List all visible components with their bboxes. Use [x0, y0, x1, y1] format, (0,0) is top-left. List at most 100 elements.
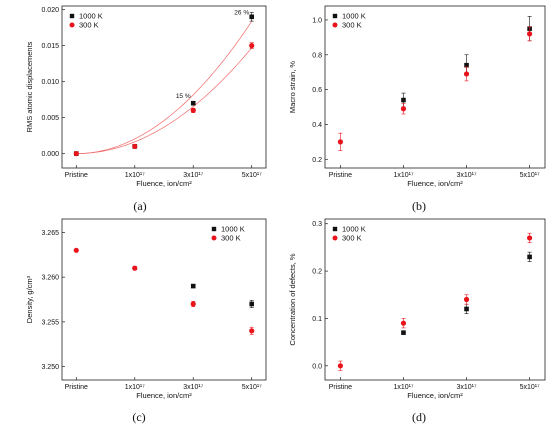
- data-point-300k: [249, 43, 255, 49]
- plot-frame: [324, 5, 546, 169]
- y-tick-label: 0.1: [312, 316, 322, 323]
- data-point-1000k: [190, 283, 196, 289]
- y-tick-label: 0.000: [41, 151, 59, 158]
- x-tick-label: 1x10¹⁷: [125, 384, 146, 391]
- x-tick-label: 3x10¹⁷: [457, 172, 478, 179]
- data-point-300k: [337, 139, 343, 145]
- y-tick-label: 1.0: [312, 17, 322, 24]
- panel-label: (c): [132, 410, 145, 424]
- data-point-300k: [132, 143, 138, 149]
- legend-marker-1000k: [332, 226, 338, 232]
- data-point-1000k: [401, 97, 406, 103]
- annotation-label: 15 %: [176, 93, 191, 100]
- panel-b: 0.2 0.4 0.6 0.8 1.0 Pristine 1x10¹⁷ 3x10¹⁷ 5x10¹…: [288, 5, 546, 213]
- data-point-300k: [463, 296, 470, 303]
- y-tick-label: 3.255: [41, 319, 59, 326]
- legend-marker-300k: [69, 22, 75, 28]
- legend-entry: 300 K: [342, 21, 362, 30]
- data-point-1000k: [249, 14, 255, 20]
- x-tick-label: 5x10¹⁷: [520, 172, 541, 179]
- y-axis-label: Density, g/cm³: [25, 275, 34, 323]
- data-point-300k: [400, 106, 407, 112]
- x-tick-label: 1x10¹⁷: [393, 172, 414, 179]
- x-axis-label: Fluence, ion/cm²: [136, 179, 192, 188]
- legend-marker-300k: [332, 22, 338, 28]
- y-tick-label: 0.4: [312, 122, 322, 129]
- y-axis-label: RMS atomic displacements: [25, 41, 34, 132]
- data-point-1000k: [527, 254, 532, 260]
- panel-a: 0.000 0.005 0.010 0.015 0.020 Pristine 1x10¹⁷ 3…: [25, 5, 267, 213]
- y-tick-label: 0.0: [312, 363, 322, 370]
- y-tick-label: 3.265: [41, 230, 59, 237]
- data-point-300k: [190, 107, 196, 113]
- x-tick-label: 3x10¹⁷: [183, 172, 204, 179]
- legend-entry: 1000 K: [342, 12, 366, 21]
- plot-frame: [61, 218, 267, 381]
- data-point-1000k: [190, 100, 196, 106]
- y-tick-label: 0.2: [312, 157, 322, 164]
- x-axis-label: Fluence, ion/cm²: [407, 391, 463, 400]
- data-point-300k: [400, 320, 407, 326]
- x-tick-label: 3x10¹⁷: [183, 384, 204, 391]
- y-axis-label: Macro strain, %: [288, 61, 297, 113]
- x-tick-label: 1x10¹⁷: [125, 172, 146, 179]
- panel-d: 0.0 0.1 0.2 0.3 Pristine 1x10¹⁷ 3x10¹⁷ 5x10¹⁷ Fl…: [288, 218, 546, 424]
- x-tick-label: 5x10¹⁷: [242, 384, 263, 391]
- legend-entry: 300 K: [221, 234, 241, 243]
- y-tick-label: 0.005: [41, 115, 59, 122]
- legend-marker-300k: [211, 235, 217, 241]
- data-point-300k: [73, 151, 79, 157]
- panel-c: 3.250 3.255 3.260 3.265 Pristine 1x10¹⁷ 3x10¹⁷…: [25, 218, 267, 424]
- panel-label: (b): [412, 199, 426, 213]
- y-tick-label: 3.260: [41, 275, 59, 282]
- y-tick-label: 0.6: [312, 87, 322, 94]
- y-tick-label: 0.015: [41, 43, 59, 50]
- legend-entry: 300 K: [79, 21, 99, 30]
- data-point-300k: [249, 328, 255, 334]
- legend-marker-1000k: [211, 226, 217, 232]
- data-point-300k: [527, 235, 533, 241]
- y-axis-label: Concentration of defects, %: [288, 253, 297, 345]
- x-tick-label: 5x10¹⁷: [520, 384, 541, 391]
- legend-entry: 1000 K: [79, 12, 103, 21]
- data-point-1000k: [464, 306, 469, 312]
- x-tick-label: Pristine: [329, 172, 352, 179]
- panel-label: (a): [133, 199, 146, 213]
- panel-label: (d): [412, 410, 426, 424]
- data-point-1000k: [249, 301, 255, 307]
- legend-marker-1000k: [332, 13, 338, 19]
- data-point-300k: [337, 363, 343, 369]
- x-tick-label: Pristine: [65, 172, 88, 179]
- data-point-300k: [527, 31, 533, 37]
- data-point-300k: [190, 301, 196, 307]
- data-point-300k: [463, 71, 470, 77]
- x-tick-label: 3x10¹⁷: [457, 384, 478, 391]
- data-point-300k: [132, 265, 138, 271]
- y-tick-label: 0.8: [312, 52, 322, 59]
- legend-entry: 1000 K: [342, 225, 366, 234]
- y-tick-label: 0.3: [312, 221, 322, 228]
- x-tick-label: 1x10¹⁷: [393, 384, 414, 391]
- y-tick-label: 0.010: [41, 79, 59, 86]
- fit-curve: [76, 21, 253, 154]
- x-tick-label: 5x10¹⁷: [242, 172, 263, 179]
- x-tick-label: Pristine: [65, 384, 88, 391]
- y-tick-label: 3.250: [41, 364, 59, 371]
- data-point-300k: [73, 247, 79, 253]
- legend-marker-1000k: [69, 13, 75, 19]
- legend-marker-300k: [332, 235, 338, 241]
- plot-frame: [61, 5, 267, 169]
- plot-frame: [324, 218, 546, 381]
- annotation-label: 26 %: [234, 10, 249, 17]
- y-tick-label: 0.020: [41, 7, 59, 14]
- x-tick-label: Pristine: [329, 384, 352, 391]
- data-point-1000k: [464, 62, 469, 68]
- data-point-1000k: [401, 330, 406, 335]
- legend-entry: 1000 K: [221, 225, 245, 234]
- fit-curve: [76, 47, 252, 154]
- legend-entry: 300 K: [342, 234, 362, 243]
- x-axis-label: Fluence, ion/cm²: [136, 391, 192, 400]
- x-axis-label: Fluence, ion/cm²: [407, 179, 463, 188]
- y-tick-label: 0.2: [312, 269, 322, 276]
